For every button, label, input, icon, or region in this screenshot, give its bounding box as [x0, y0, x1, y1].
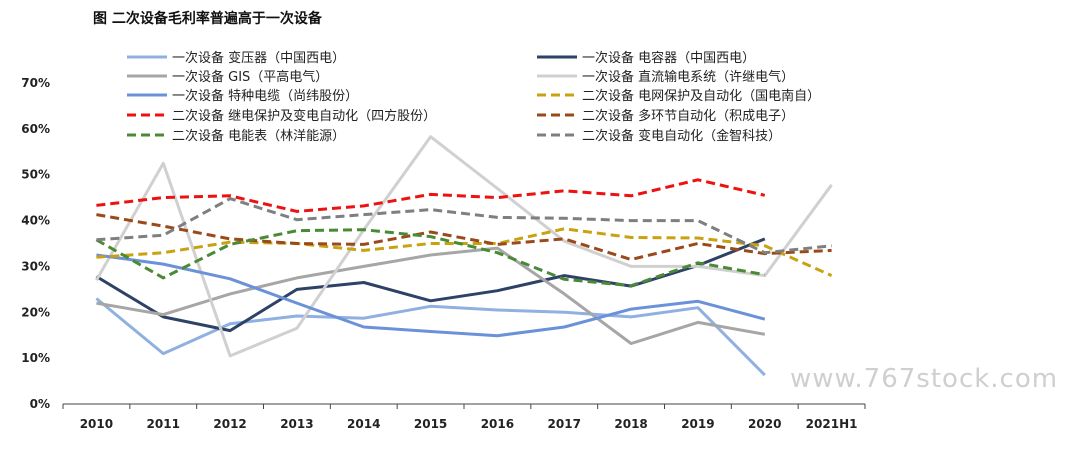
series-line-3 [95, 135, 833, 358]
axes: 2010 2011 2012 2013 2014 2015 2016 2017 2018 2019… [21, 76, 866, 431]
series-line-1 [95, 237, 766, 333]
y-tick-label: 10% [21, 351, 50, 365]
y-tick-label: 20% [21, 305, 50, 319]
y-tick-label: 40% [21, 214, 50, 228]
x-tick-label: 2020 [748, 417, 781, 431]
x-tick-label: 2012 [213, 417, 246, 431]
legend-label: 二次设备 继电保护及变电自动化（四方股份） [172, 108, 436, 124]
y-tick-label: 70% [21, 76, 50, 90]
series-line-9 [96, 197, 832, 255]
series-line-5 [96, 227, 833, 277]
legend-label: 一次设备 特种电缆（尚纬股份） [172, 88, 358, 104]
series-line-4 [96, 253, 766, 338]
y-tick-label: 0% [30, 397, 50, 411]
x-tick-label: 2014 [347, 417, 380, 431]
legend-label: 二次设备 电能表（林洋能源） [172, 128, 345, 144]
series-layer [95, 135, 833, 377]
x-tick-label: 2015 [414, 417, 447, 431]
x-tick-label: 2013 [280, 417, 313, 431]
series-line-8 [95, 228, 766, 288]
legend-label: 二次设备 变电自动化（金智科技） [582, 128, 781, 144]
series-line-7 [96, 213, 832, 261]
y-tick-label: 50% [21, 168, 50, 182]
x-tick-label: 2010 [80, 417, 113, 431]
legend: 一次设备 变压器（中国西电） 一次设备 电容器（中国西电） 一次设备 GIS（平高电… [127, 50, 820, 144]
watermark: www.767stock.com [790, 364, 1058, 394]
x-tick-label: 2016 [481, 417, 514, 431]
legend-label: 二次设备 电网保护及自动化（国电南自） [582, 88, 820, 104]
chart-title: 图 二次设备毛利率普遍高于一次设备 [93, 10, 323, 27]
series-line-2 [96, 246, 766, 345]
y-tick-label: 30% [21, 259, 50, 273]
legend-label: 一次设备 电容器（中国西电） [582, 50, 755, 66]
y-tick-label: 60% [21, 122, 50, 136]
legend-label: 一次设备 变压器（中国西电） [172, 50, 345, 66]
x-tick-label: 2018 [614, 417, 647, 431]
x-tick-label: 2019 [681, 417, 714, 431]
legend-label: 一次设备 直流输电系统（许继电气） [582, 69, 794, 85]
series-line-6 [96, 178, 766, 213]
x-tick-label: 2021H1 [806, 417, 858, 431]
x-tick-label: 2017 [548, 417, 581, 431]
series-line-0 [95, 297, 766, 377]
legend-label: 二次设备 多环节自动化（积成电子） [582, 108, 794, 124]
legend-label: 一次设备 GIS（平高电气） [172, 69, 328, 85]
x-tick-label: 2011 [147, 417, 180, 431]
